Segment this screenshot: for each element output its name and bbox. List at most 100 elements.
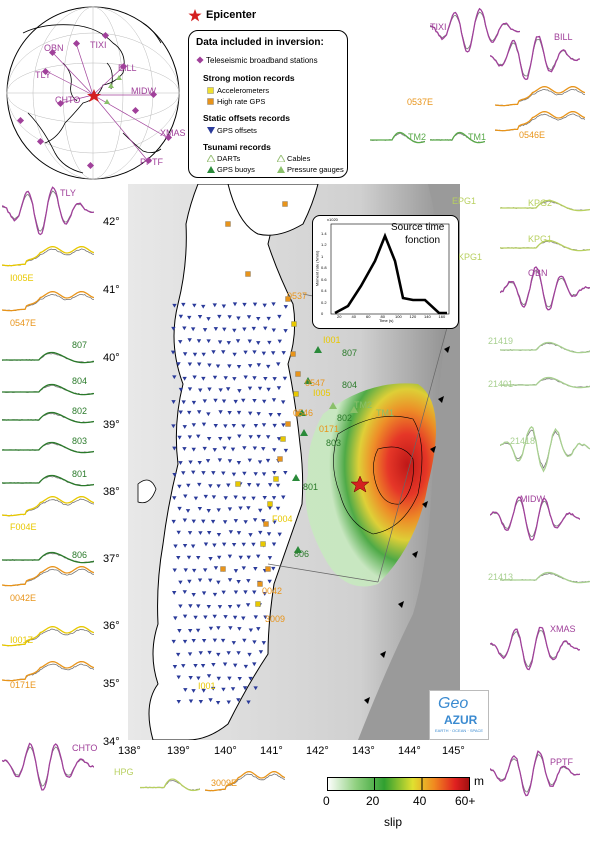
gps-offset-marker [182,639,188,644]
gps-offset-marker [227,364,232,369]
gps-offset-marker [201,638,207,643]
waveform-label-i005e: I005E [10,273,34,283]
observed-trace [2,383,94,396]
waveform-label-obn: OBN [528,268,548,278]
gps-offset-marker [177,629,182,633]
waveform-label-0042e: 0042E [10,593,37,603]
gps-offset-marker [172,473,177,477]
gps-offset-marker [218,410,223,415]
gps-offset-marker [212,614,217,619]
waveform-803 [2,441,94,454]
map-label-tm1: TM1 [376,408,394,418]
gps-offset-marker [261,351,267,356]
gps-offset-marker [172,568,177,573]
gps-offset-marker [201,304,206,309]
gps-offset-marker [231,423,237,428]
gps-offset-marker [188,628,193,633]
legend-darts: DARTs [217,154,241,163]
observed-trace [2,245,94,267]
gps-offset-marker [228,530,234,535]
synthetic-trace [495,113,585,132]
station-square-marker [277,456,283,462]
gps-offset-marker [197,482,202,487]
observed-trace [500,199,590,212]
lon-tick-2: 140° [214,745,237,757]
station-square-marker [263,521,269,527]
gps-offset-marker [281,495,286,500]
gps-offset-marker [233,569,239,573]
gps-offset-marker [215,364,221,369]
gps-offset-marker [216,676,221,681]
gps-offset-marker [252,590,257,595]
gps-offset-marker [267,483,273,487]
gps-offset-marker [201,519,206,524]
waveform-label-f004e: F004E [10,522,37,532]
stf-curve [334,232,447,315]
lon-tick-0: 138° [118,745,141,757]
gps-offset-marker [226,700,231,705]
waveform-0537e [495,85,585,107]
gps-offset-marker [258,530,263,535]
gps-offset-marker [182,447,187,451]
gps-offset-marker [197,315,203,319]
gps-offset-marker [272,520,277,525]
gps-offset-marker [215,701,221,705]
waveform-label-midw: MIDW [520,494,545,504]
gps-offset-marker [191,593,196,597]
gps-offset-marker [172,375,177,380]
waveform-tixi [430,7,520,53]
gps-offset-marker [182,326,187,331]
gps-offset-marker [218,388,223,393]
gps-offset-marker [201,591,207,596]
waveform-0171e [2,660,94,682]
gps-offset-marker [200,664,206,668]
gps-offset-marker [252,518,258,523]
accelerometer-icon [207,87,214,94]
gps-offset-marker [187,410,192,415]
gps-offset-marker [212,375,218,380]
gps-offset-marker [246,555,251,560]
observed-trace [500,239,590,252]
station-square-marker [290,351,296,357]
gps-offset-marker [207,363,212,368]
waveform-21418 [500,426,590,473]
gps-offset-marker [248,435,253,440]
map-label-f004: F004 [272,514,293,524]
gps-offset-marker [252,350,257,355]
synthetic-trace [495,88,585,107]
gps-offset-marker [171,591,177,595]
gps-offset-marker [196,339,202,344]
gps-offset-marker [265,435,271,440]
station-square-marker [293,391,299,397]
gps-offset-marker [231,472,237,477]
waveform-f004e [2,495,94,517]
legend-cables: Cables [287,154,311,163]
gps-offset-marker [267,340,272,345]
gps-offset-marker [206,339,211,344]
lat-tick-1: 41° [103,284,120,296]
station-square-marker [282,201,288,207]
waveform-kpg1 [500,239,590,252]
observed-trace [500,426,590,473]
gps-offset-marker [237,434,242,439]
gps-offset-marker [201,376,206,381]
gps-offset-marker [256,412,261,416]
observed-trace [2,551,94,564]
dart-icon [207,155,215,162]
gps-offset-marker [178,340,183,344]
stf-y-top-label: x1020 [327,217,338,222]
gps-offset-marker [241,566,246,571]
gps-offset-marker [233,590,239,595]
gps-offset-marker [198,651,203,656]
gps-offset-marker [233,663,238,668]
observed-trace [2,625,94,647]
lat-tick-0: 42° [103,216,120,228]
gps-offset-marker [271,496,277,500]
colorbar-label: slip [384,815,403,829]
map-label-i005: I005 [313,388,331,398]
gps-offset-marker [248,628,254,633]
gps-offset-marker [183,568,188,573]
gps-offset-marker [171,424,176,429]
gps-offset-marker [193,496,199,501]
gps-offset-marker [243,375,248,380]
